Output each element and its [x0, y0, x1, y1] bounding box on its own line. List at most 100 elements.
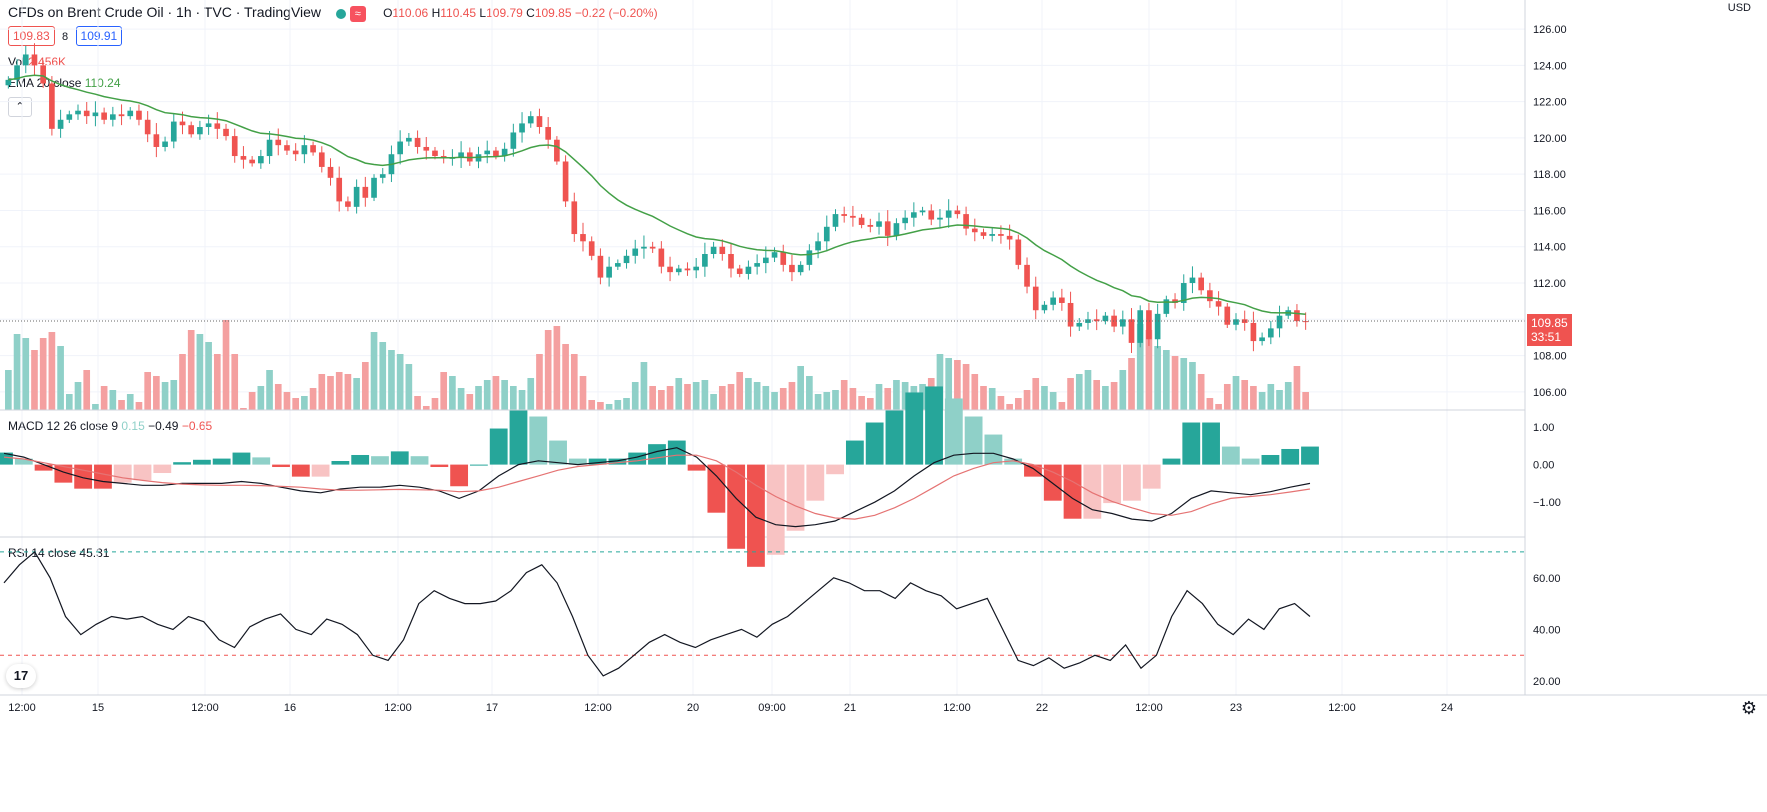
volume-bar — [231, 354, 239, 410]
candle-body — [1224, 306, 1231, 325]
candle-body — [223, 128, 229, 137]
volume-bar — [936, 354, 944, 410]
macd-hist-bar — [1162, 458, 1181, 465]
time-tick-label: 17 — [486, 702, 498, 714]
volume-bar — [422, 406, 430, 410]
volume-bar — [684, 384, 691, 410]
volume-bar — [849, 388, 857, 410]
candle-body — [562, 161, 569, 202]
candle-body — [1189, 277, 1196, 284]
candle-body — [5, 79, 12, 86]
candle-body — [1259, 337, 1265, 342]
macd-hist-bar — [984, 434, 1003, 465]
candle-body — [623, 255, 630, 264]
macd-hist-bar — [1241, 458, 1260, 465]
price-tick-label: 108.00 — [1533, 351, 1567, 363]
volume-bar — [1215, 404, 1222, 410]
candle-body — [362, 186, 369, 198]
volume-bar — [92, 404, 99, 410]
volume-bar — [257, 386, 265, 410]
candle-body — [954, 210, 961, 215]
volume-bar — [318, 374, 326, 410]
macd-hist-bar — [173, 462, 191, 465]
candle-body — [406, 137, 412, 142]
volume-bar — [396, 354, 404, 410]
volume-bar — [1014, 398, 1022, 410]
volume-bar — [483, 380, 491, 410]
volume-bar — [179, 354, 186, 410]
volume-bar — [1206, 398, 1214, 410]
macd-hist-bar — [667, 440, 686, 465]
rsi-legend[interactable]: RSI 14 close 45.31 — [8, 546, 110, 560]
volume-bar — [144, 372, 151, 410]
volume-bar — [779, 388, 787, 410]
volume-bar — [1023, 390, 1031, 410]
rsi-line — [3, 550, 1311, 677]
candle-body — [815, 241, 821, 251]
symbol-title[interactable]: CFDs on Brent Crude Oil · 1h · TVC · Tra… — [8, 4, 322, 20]
volume-bar — [301, 396, 308, 410]
candle-body — [292, 150, 299, 155]
volume-bar — [788, 382, 796, 410]
volume-bar — [22, 338, 30, 410]
candle-body — [1302, 321, 1309, 323]
tradingview-logo[interactable]: 17 — [6, 664, 36, 688]
time-tick-label: 12:00 — [1135, 702, 1163, 714]
candle-body — [136, 110, 142, 120]
candle-body — [40, 65, 47, 84]
candle-body — [832, 214, 839, 227]
volume-bar — [327, 376, 334, 410]
volume-bar — [631, 382, 639, 410]
candle-body — [823, 226, 830, 242]
time-tick-label: 15 — [92, 702, 104, 714]
volume-bar — [292, 398, 300, 410]
market-status-icon[interactable] — [336, 8, 347, 19]
candle-body — [197, 127, 203, 135]
candle-body — [266, 139, 273, 157]
macd-hist-bar — [509, 410, 528, 465]
candle-body — [945, 210, 952, 218]
volume-bar — [1258, 392, 1266, 410]
macd-hist-bar — [905, 392, 924, 465]
candle-body — [919, 210, 926, 213]
volume-bar — [553, 326, 561, 410]
candle-body — [57, 119, 64, 129]
macd-hist-bar — [885, 410, 904, 465]
candle-body — [1093, 319, 1100, 322]
volume-bar — [466, 394, 474, 410]
candle-body — [911, 212, 917, 218]
macd-hist-bar — [1142, 464, 1161, 489]
volume-bar — [39, 338, 47, 410]
candle-body — [1137, 310, 1144, 343]
volume-bar — [840, 380, 848, 410]
wave-icon[interactable]: ≈ — [349, 5, 366, 22]
volume-bars — [5, 320, 1309, 410]
price-tick-label: 118.00 — [1533, 169, 1566, 181]
volume-bar — [1102, 386, 1109, 410]
candle-body — [353, 186, 360, 207]
volume-bar — [893, 380, 900, 410]
volume-bar — [492, 376, 500, 410]
candle-body — [1041, 304, 1048, 311]
candle-body — [684, 268, 691, 271]
macd-hist-bar — [0, 452, 13, 465]
macd-hist-bar — [727, 464, 746, 549]
candle-body — [1294, 310, 1300, 322]
candle-body — [1267, 328, 1274, 338]
candle-body — [510, 132, 517, 149]
candle-body — [318, 152, 325, 167]
time-tick-label: 12:00 — [8, 702, 36, 714]
gear-icon[interactable]: ⚙ — [1740, 698, 1758, 718]
volume-bar — [640, 362, 648, 410]
candle-body — [501, 148, 508, 157]
time-tick-label: 12:00 — [191, 702, 219, 714]
macd-hist-bar — [1024, 464, 1042, 477]
currency-label[interactable]: USD — [1727, 2, 1751, 14]
spread-value: 8 — [62, 31, 69, 43]
candle-body — [397, 141, 403, 155]
volume-bar — [1110, 382, 1118, 410]
candle-body — [144, 119, 151, 135]
candle-body — [458, 152, 464, 158]
ask-price[interactable]: 109.91 — [75, 26, 123, 46]
